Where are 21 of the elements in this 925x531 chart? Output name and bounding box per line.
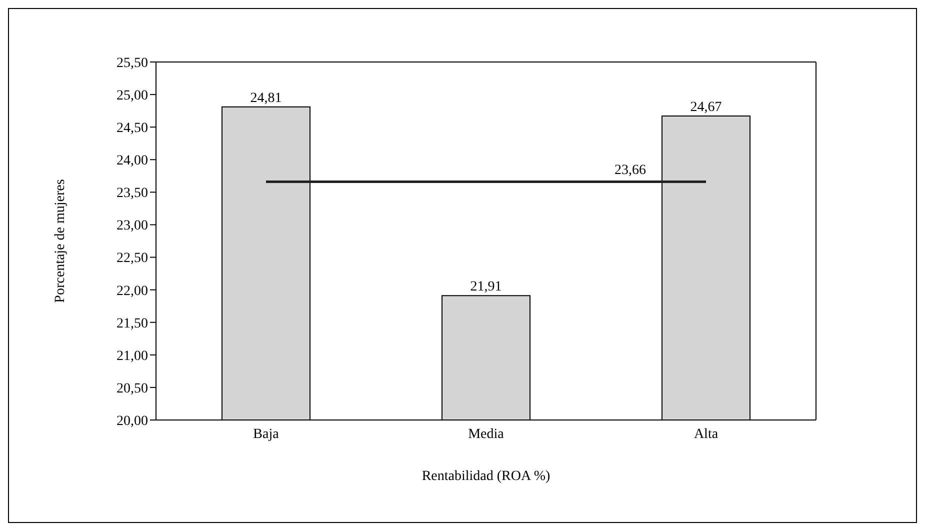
x-tick-label: Media [468, 426, 505, 442]
y-tick-label: 22,00 [116, 284, 148, 299]
y-tick-label: 21,00 [116, 348, 148, 364]
y-tick-label: 24,00 [116, 154, 148, 169]
y-tick-label: 21,50 [116, 316, 148, 332]
y-tick-label: 20,50 [116, 381, 148, 396]
y-tick-label: 25,00 [116, 88, 148, 104]
y-tick-label: 24,50 [116, 121, 148, 136]
data-label: 21,91 [470, 280, 502, 295]
data-label: 24,67 [690, 100, 722, 116]
y-tick-label: 22,50 [116, 251, 148, 266]
y-tick-label: 23,50 [116, 186, 148, 202]
y-tick-label: 23,00 [116, 218, 148, 234]
data-label: 24,81 [250, 90, 282, 106]
y-axis-title: Porcentaje de mujeres [52, 179, 68, 303]
y-tick-label: 20,00 [116, 414, 148, 429]
x-axis-title: Rentabilidad (ROA %) [422, 469, 550, 484]
x-tick-label: Alta [694, 426, 719, 442]
y-tick-label: 25,50 [116, 56, 148, 71]
x-tick-label: Baja [253, 426, 280, 442]
ref-line-label: 23,66 [614, 162, 646, 178]
